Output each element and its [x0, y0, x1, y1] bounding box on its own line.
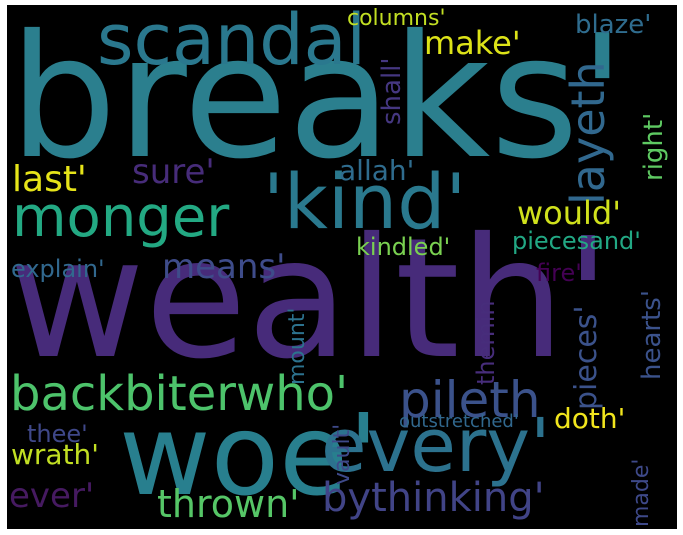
word-last: last': [12, 159, 87, 200]
word-cloud: breaks' wealth' woe' every' 'kind' scand…: [7, 5, 677, 529]
word-allah: allah': [339, 154, 415, 187]
word-blaze: blaze': [575, 10, 652, 40]
word-hearts: hearts': [637, 290, 667, 380]
word-breaks: breaks': [9, 5, 626, 197]
word-doth: doth': [554, 402, 626, 435]
word-columns: columns': [347, 6, 446, 31]
word-outstretched: outstretched': [399, 411, 519, 432]
word-would: would': [517, 194, 622, 232]
word-sure: sure': [132, 152, 215, 192]
word-backbiterwho: backbiterwho': [10, 366, 349, 422]
word-made: made': [629, 458, 654, 527]
word-kindled: kindled': [356, 233, 451, 261]
word-thrown: thrown': [157, 482, 300, 526]
word-vault: vault': [330, 423, 355, 485]
word-means: means': [162, 247, 286, 287]
word-woe: woe': [119, 391, 379, 521]
word-right: right': [639, 112, 669, 181]
word-wealth: wealth': [9, 203, 611, 396]
word-shall: shall': [377, 57, 407, 125]
word-piecesand: piecesand': [512, 227, 641, 255]
word-pieces: pieces': [569, 305, 604, 410]
word-make: make': [424, 24, 521, 62]
word-every: every': [321, 403, 551, 489]
word-fire: fire': [536, 259, 582, 287]
word-explain: explain': [11, 255, 105, 283]
word-bythinking: bythinking': [322, 475, 545, 521]
word-mount: mount': [285, 307, 310, 385]
word-kind: 'kind': [263, 157, 467, 246]
word-pileth: pileth: [399, 371, 541, 429]
word-wrath: wrath': [11, 438, 99, 471]
word-monger: monger: [12, 185, 230, 250]
word-layeth: layeth: [561, 61, 615, 205]
word-ever: ever': [9, 476, 95, 516]
word-thee: thee': [27, 420, 88, 448]
word-scandal: scandal: [97, 5, 366, 81]
word-themin: themin: [472, 300, 500, 385]
